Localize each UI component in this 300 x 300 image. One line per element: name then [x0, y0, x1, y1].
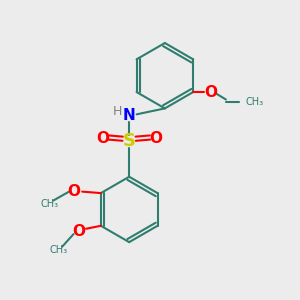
Text: O: O	[68, 184, 81, 199]
Text: O: O	[72, 224, 85, 239]
Text: O: O	[149, 130, 162, 146]
Text: CH₃: CH₃	[40, 199, 58, 209]
Text: H: H	[113, 105, 123, 118]
Text: O: O	[96, 130, 109, 146]
Text: S: S	[123, 132, 136, 150]
Text: CH₃: CH₃	[246, 98, 264, 107]
Text: O: O	[205, 85, 218, 100]
Text: N: N	[123, 108, 136, 123]
Text: CH₃: CH₃	[50, 245, 68, 255]
